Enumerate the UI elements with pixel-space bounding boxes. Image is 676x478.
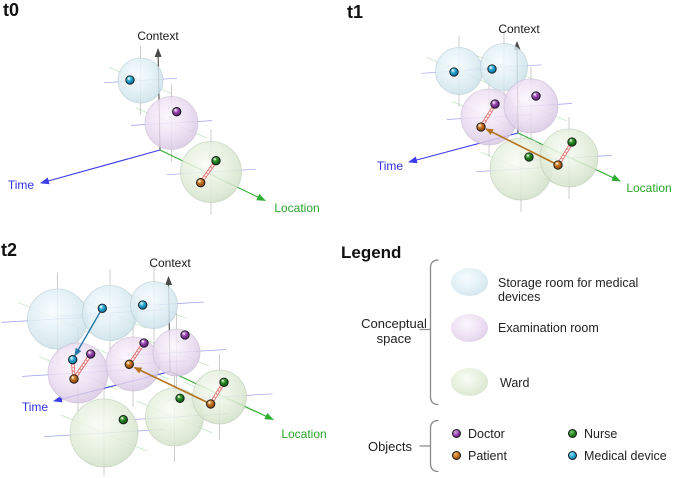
storage-room-sphere — [130, 281, 178, 329]
storage-room-sphere — [117, 57, 164, 104]
patient-dot — [69, 374, 79, 384]
ward-swatch — [451, 368, 488, 396]
medical-device-dot — [125, 75, 135, 85]
panel-t2-scene: Context Time Location — [1, 256, 327, 476]
doctor-dot — [531, 91, 541, 101]
doctor-legend-dot — [452, 429, 461, 438]
ward-sphere — [539, 128, 599, 188]
patient-dot — [476, 122, 486, 132]
conceptual-space-bracket — [419, 259, 439, 406]
nurse-dot — [211, 156, 221, 166]
legend-title: Legend — [341, 243, 402, 262]
medical-device-dot — [97, 303, 107, 313]
storage-room-legend-label: Storage room for medical devices — [498, 276, 639, 304]
nurse-legend-label: Nurse — [584, 427, 618, 441]
ward-sphere — [192, 369, 247, 425]
legend-brackets — [419, 259, 439, 473]
panel-t1-scene: Context Time Location — [377, 22, 672, 212]
ward-sphere — [69, 398, 139, 468]
interaction-link — [72, 353, 93, 380]
medical-device-dot — [138, 300, 148, 310]
medical-device-dot — [449, 67, 459, 77]
doctor-dot — [86, 349, 96, 359]
device-movement-arrow — [74, 307, 103, 357]
doctor-legend-label: Doctor — [468, 427, 505, 441]
context-axis-label: Context — [149, 256, 191, 270]
panel-title-t0: t0 — [3, 0, 20, 20]
nurse-dot — [524, 152, 534, 162]
medical-device-legend-dot — [568, 451, 577, 460]
time-axis-label: Time — [377, 159, 404, 173]
storage-room-sphere — [435, 47, 483, 95]
examination-room-sphere — [152, 328, 201, 377]
patient-dot — [196, 178, 206, 188]
ward-sphere — [180, 141, 242, 203]
panel-title-t2: t2 — [1, 240, 18, 260]
nurse-legend-dot — [568, 429, 577, 438]
time-axis — [40, 149, 161, 185]
nurse-dot — [118, 415, 128, 425]
storage-room-sphere — [82, 285, 138, 341]
panel-title-t1: t1 — [347, 2, 364, 22]
storage-room-sphere — [27, 288, 88, 350]
examination-room-legend-label: Examination room — [498, 321, 599, 335]
ward-legend-label: Ward — [500, 376, 530, 390]
patient-dot — [553, 160, 563, 170]
examination-room-sphere — [144, 96, 199, 150]
objects-bracket — [419, 419, 439, 473]
nurse-dot — [219, 377, 229, 387]
location-axis-label: Location — [274, 201, 319, 215]
medical-device-dot — [487, 64, 497, 74]
patient-movement-arrow — [485, 128, 559, 166]
examination-room-sphere — [503, 78, 559, 134]
doctor-dot — [172, 107, 182, 117]
location-axis-label: Location — [281, 427, 326, 441]
patient-dot — [206, 399, 216, 409]
doctor-dot — [180, 330, 190, 340]
location-axis-label: Location — [626, 181, 671, 195]
legend: Legend Conceptual space Objects Storage … — [338, 239, 676, 478]
conceptual-space-label: Conceptual space — [361, 316, 427, 346]
medical-device-dot — [68, 355, 78, 365]
storage-room-sphere — [480, 43, 528, 91]
objects-label: Objects — [367, 439, 413, 454]
panel-t0-scene: Context Time Location — [8, 29, 320, 215]
doctor-dot — [139, 338, 149, 348]
context-axis-label: Context — [498, 22, 540, 36]
context-axis-label: Context — [137, 29, 179, 43]
examination-room-swatch — [451, 314, 488, 342]
nurse-dot — [175, 393, 185, 403]
patient-legend-dot — [452, 451, 461, 460]
patient-dot — [124, 359, 134, 369]
medical-device-legend-label: Medical device — [584, 449, 667, 463]
nurse-dot — [567, 137, 577, 147]
patient-movement-arrow — [133, 366, 212, 405]
time-axis-label: Time — [8, 178, 35, 192]
doctor-dot — [490, 99, 500, 109]
time-axis-label: Time — [22, 400, 49, 414]
patient-legend-label: Patient — [468, 449, 507, 463]
storage-room-swatch — [451, 268, 488, 296]
